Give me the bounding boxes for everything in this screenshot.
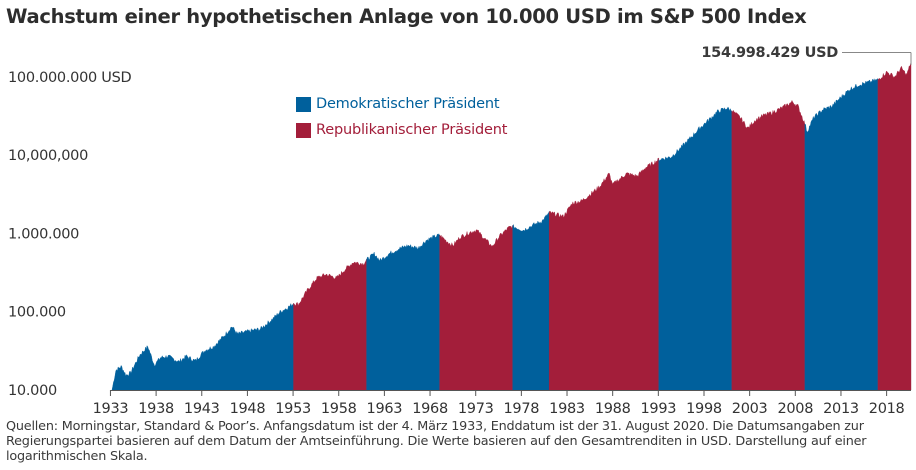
chart-canvas: 10.000 100.000 1.000.000 10,000,000 100.000.… bbox=[8, 45, 912, 417]
legend: Demokratischer Präsident Republikanische… bbox=[296, 95, 507, 147]
period-area-democratic bbox=[111, 302, 294, 391]
chart-title: Wachstum einer hypothetischen Anlage von… bbox=[6, 5, 807, 28]
y-tick-label: 1.000.000 bbox=[8, 226, 79, 242]
period-area-republican bbox=[293, 258, 367, 391]
x-tick-label: 1968 bbox=[412, 401, 448, 417]
x-tick-label: 2013 bbox=[823, 401, 859, 417]
period-area-democratic bbox=[804, 78, 879, 391]
x-tick-label: 1948 bbox=[230, 401, 266, 417]
x-tick-label: 1983 bbox=[549, 401, 585, 417]
final-value-annotation: 154.998.429 USD bbox=[701, 45, 838, 61]
y-tick-labels: 10.000 100.000 1.000.000 10,000,000 100.000.… bbox=[8, 70, 132, 399]
x-tick-label: 1988 bbox=[595, 401, 631, 417]
legend-item-republican: Republikanischer Präsident bbox=[296, 121, 507, 139]
x-tick-label: 1938 bbox=[138, 401, 174, 417]
period-area-democratic bbox=[512, 211, 550, 391]
x-tick-label: 1973 bbox=[458, 401, 494, 417]
x-tick-label: 1963 bbox=[367, 401, 403, 417]
period-area-republican bbox=[439, 225, 513, 391]
x-tick-label: 2003 bbox=[732, 401, 768, 417]
annotation-group: 154.998.429 USD bbox=[701, 45, 912, 65]
x-tick-label: 1958 bbox=[321, 401, 357, 417]
y-tick-label: 10.000 bbox=[8, 383, 57, 399]
legend-swatch-democratic bbox=[296, 96, 311, 112]
x-tick-label: 1978 bbox=[504, 401, 540, 417]
x-tick-label: 1993 bbox=[640, 401, 676, 417]
x-tick-label: 1943 bbox=[184, 401, 220, 417]
period-area-democratic bbox=[658, 106, 733, 391]
x-tick-label: 1953 bbox=[275, 401, 311, 417]
x-tick-label: 2018 bbox=[869, 401, 905, 417]
legend-swatch-republican bbox=[296, 122, 311, 138]
period-area-republican bbox=[731, 99, 806, 391]
period-fills bbox=[111, 61, 912, 391]
period-area-republican bbox=[549, 157, 659, 391]
legend-label-republican: Republikanischer Präsident bbox=[316, 122, 508, 138]
x-tick-labels: 1933 1938 1943 1948 1953 1958 1963 1968 1973 1978… bbox=[93, 390, 905, 417]
source-footnote: Quellen: Morningstar, Standard & Poor’s.… bbox=[6, 419, 867, 464]
legend-label-democratic: Demokratischer Präsident bbox=[316, 96, 500, 112]
y-tick-label: 100.000.000 USD bbox=[8, 70, 131, 86]
period-area-republican bbox=[877, 61, 912, 391]
x-tick-label: 1998 bbox=[686, 401, 722, 417]
y-tick-label: 10,000,000 bbox=[8, 148, 88, 164]
x-tick-label: 2008 bbox=[777, 401, 813, 417]
x-tick-label: 1933 bbox=[93, 401, 129, 417]
legend-item-democratic: Demokratischer Präsident bbox=[296, 95, 507, 113]
y-tick-label: 100.000 bbox=[8, 305, 66, 321]
period-area-democratic bbox=[366, 233, 440, 391]
